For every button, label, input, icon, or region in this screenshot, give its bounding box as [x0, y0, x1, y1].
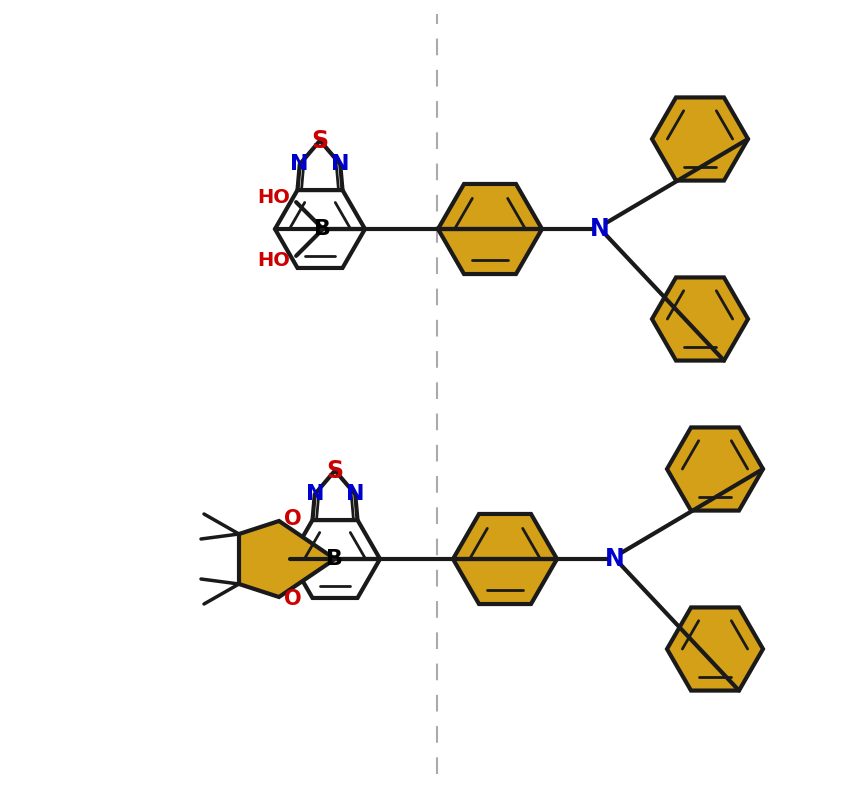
Text: N: N — [590, 217, 610, 241]
Polygon shape — [667, 608, 763, 690]
Text: N: N — [346, 484, 365, 504]
Text: N: N — [290, 155, 309, 174]
Text: N: N — [306, 484, 324, 504]
Text: N: N — [331, 155, 350, 174]
Text: S: S — [312, 129, 328, 152]
Text: O: O — [284, 589, 302, 609]
Polygon shape — [275, 190, 365, 268]
Text: HO: HO — [258, 188, 291, 207]
Polygon shape — [438, 184, 542, 274]
Text: O: O — [284, 509, 302, 529]
Text: HO: HO — [258, 252, 291, 271]
Text: B: B — [326, 549, 344, 569]
Polygon shape — [239, 521, 335, 597]
Polygon shape — [652, 97, 748, 181]
Text: S: S — [326, 458, 344, 483]
Polygon shape — [290, 520, 380, 598]
Polygon shape — [313, 470, 358, 520]
Text: N: N — [605, 547, 625, 571]
Polygon shape — [652, 278, 748, 361]
Polygon shape — [667, 428, 763, 510]
Polygon shape — [453, 514, 557, 604]
Polygon shape — [298, 140, 342, 190]
Text: B: B — [314, 219, 332, 239]
